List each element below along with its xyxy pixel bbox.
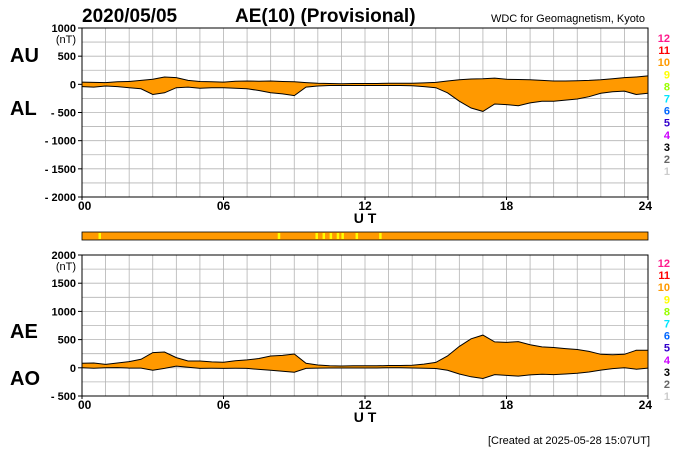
count-bar-mark [315,233,318,239]
legend-count-label: 9 [664,294,670,306]
legend-count-label: 10 [658,282,670,294]
series-line-ao [81,365,649,380]
count-bar-mark [341,233,344,239]
y-tick-label: 1000 [52,23,76,35]
legend-count-label: 10 [658,57,670,69]
legend-count-label: 7 [664,94,670,106]
legend-count-label: 1 [664,391,670,403]
x-tick-label: 00 [78,199,92,213]
legend-count-label: 4 [664,130,671,142]
x-axis-label: U T [354,210,377,226]
creation-timestamp: [Created at 2025-05-28 15:07UT] [488,435,650,447]
y-tick-label: 500 [58,51,76,63]
y-tick-label: 0 [70,363,76,375]
x-axis-label: U T [354,409,377,425]
index-area-fill [82,75,648,112]
legend-count-label: 1 [664,166,670,178]
x-tick-label: 00 [78,398,92,412]
station-count-bar [81,231,649,241]
x-tick-label: 24 [639,199,653,213]
legend-count-label: 2 [664,379,670,391]
y-tick-label: 1500 [52,278,76,290]
y-tick-label: - 500 [51,108,76,120]
legend-count-label: 12 [658,258,670,270]
data-source-label: WDC for Geomagnetism, Kyoto [491,13,645,25]
legend-count-label: 2 [664,154,670,166]
count-bar-mark [277,233,281,239]
count-bar-mark [336,233,340,239]
legend-count-label: 7 [664,319,670,331]
legend-count-label: 6 [664,331,670,343]
x-tick-label: 18 [500,398,514,412]
y-tick-label: - 1500 [45,164,76,176]
count-bar-mark [379,233,382,239]
y-tick-label: 1000 [52,306,76,318]
legend-count-label: 5 [664,343,670,355]
series-label-ae: AE [10,321,38,343]
series-label-al: AL [10,98,37,120]
y-axis-unit: (nT) [56,261,76,273]
plot-title: AE(10) (Provisional) [235,6,416,27]
series-line-au [81,75,649,85]
legend-count-label: 8 [664,306,670,318]
legend-count-label: 3 [664,367,670,379]
x-tick-label: 12 [358,199,372,213]
x-tick-label: 12 [358,398,372,412]
y-tick-label: 500 [58,335,76,347]
x-tick-label: 06 [217,199,231,213]
grid [82,255,648,396]
count-bar-mark [98,233,102,239]
legend-count-label: 8 [664,81,670,93]
count-bar-mark [329,233,333,239]
x-tick-label: 18 [500,199,514,213]
legend-count-label: 6 [664,106,670,118]
series-line-al [81,85,649,112]
count-bar-mark [322,233,326,239]
y-tick-label: - 1000 [45,136,76,148]
count-bar-mark [355,233,359,239]
x-tick-label: 06 [217,398,231,412]
x-tick-label: 24 [639,398,653,412]
legend-count-label: 5 [664,118,670,130]
count-bar-base [81,231,649,241]
index-area-fill [82,335,648,379]
y-tick-label: 0 [70,79,76,91]
series-label-ao: AO [10,368,40,390]
chart-panel-1: 1000 500 0 - 500 - 1000 - 1500 - 2000 (nT) 00 06 1… [10,23,671,226]
legend-count-label: 11 [658,270,670,282]
legend-count-label: 9 [664,69,670,81]
y-tick-label: - 500 [51,391,76,403]
y-tick-label: 2000 [52,250,76,262]
legend-count-label: 11 [658,45,670,57]
legend-count-label: 4 [664,355,671,367]
grid [82,28,648,197]
legend-count-label: 3 [664,142,670,154]
y-axis-unit: (nT) [56,34,76,46]
y-tick-label: - 2000 [45,192,76,204]
series-line-ae [81,334,648,367]
legend-count-label: 12 [658,33,670,45]
plot-date: 2020/05/05 [82,6,178,27]
series-label-au: AU [10,45,39,67]
